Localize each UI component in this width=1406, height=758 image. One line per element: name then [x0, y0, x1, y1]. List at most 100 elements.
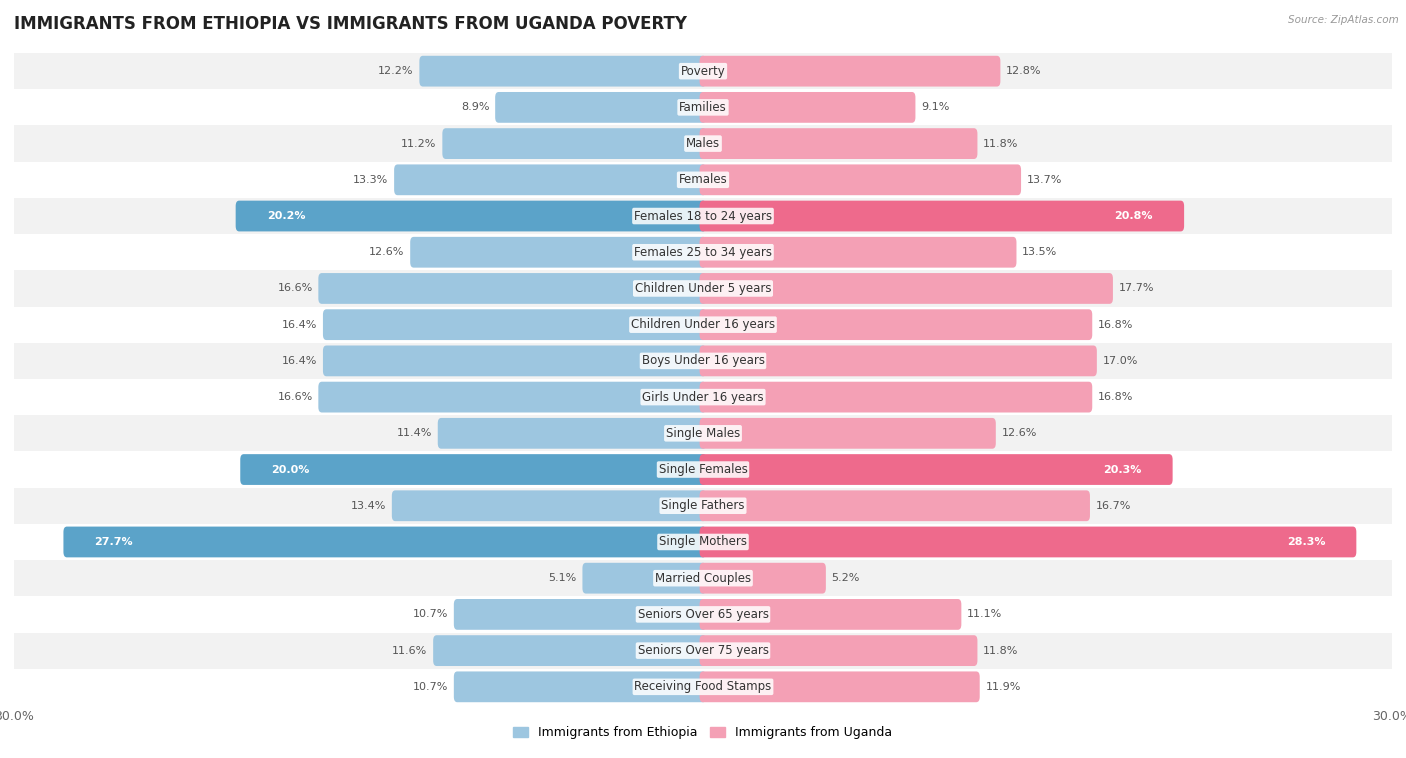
- FancyBboxPatch shape: [700, 346, 1097, 376]
- Text: 11.8%: 11.8%: [983, 139, 1018, 149]
- Text: 11.8%: 11.8%: [983, 646, 1018, 656]
- FancyBboxPatch shape: [700, 527, 1357, 557]
- Bar: [14, 234, 1392, 271]
- Text: 9.1%: 9.1%: [921, 102, 949, 112]
- Text: Source: ZipAtlas.com: Source: ZipAtlas.com: [1288, 15, 1399, 25]
- Text: 5.1%: 5.1%: [548, 573, 576, 583]
- FancyBboxPatch shape: [700, 599, 962, 630]
- Text: 12.8%: 12.8%: [1007, 66, 1042, 76]
- Text: 17.0%: 17.0%: [1102, 356, 1137, 366]
- FancyBboxPatch shape: [700, 56, 1001, 86]
- Text: 16.8%: 16.8%: [1098, 392, 1133, 402]
- Bar: [14, 524, 1392, 560]
- Text: 16.6%: 16.6%: [277, 392, 312, 402]
- Text: 20.8%: 20.8%: [1115, 211, 1153, 221]
- Bar: [14, 126, 1392, 161]
- FancyBboxPatch shape: [318, 382, 706, 412]
- Text: 13.7%: 13.7%: [1026, 175, 1062, 185]
- Bar: [14, 379, 1392, 415]
- Text: Single Females: Single Females: [658, 463, 748, 476]
- Text: 10.7%: 10.7%: [413, 609, 449, 619]
- FancyBboxPatch shape: [700, 635, 977, 666]
- Text: Married Couples: Married Couples: [655, 572, 751, 584]
- Text: Females 25 to 34 years: Females 25 to 34 years: [634, 246, 772, 258]
- Bar: [14, 306, 1392, 343]
- Text: 12.6%: 12.6%: [370, 247, 405, 257]
- FancyBboxPatch shape: [411, 236, 706, 268]
- FancyBboxPatch shape: [700, 128, 977, 159]
- Bar: [14, 89, 1392, 126]
- Text: 11.1%: 11.1%: [967, 609, 1002, 619]
- Text: 13.5%: 13.5%: [1022, 247, 1057, 257]
- Text: Females: Females: [679, 174, 727, 186]
- Text: 5.2%: 5.2%: [831, 573, 860, 583]
- FancyBboxPatch shape: [495, 92, 706, 123]
- Bar: [14, 597, 1392, 632]
- FancyBboxPatch shape: [454, 672, 706, 702]
- FancyBboxPatch shape: [454, 599, 706, 630]
- Text: 10.7%: 10.7%: [413, 682, 449, 692]
- Text: Males: Males: [686, 137, 720, 150]
- Bar: [14, 632, 1392, 669]
- Bar: [14, 343, 1392, 379]
- FancyBboxPatch shape: [323, 346, 706, 376]
- Bar: [14, 271, 1392, 306]
- FancyBboxPatch shape: [700, 236, 1017, 268]
- Text: Females 18 to 24 years: Females 18 to 24 years: [634, 209, 772, 223]
- FancyBboxPatch shape: [700, 309, 1092, 340]
- Bar: [14, 560, 1392, 597]
- Text: 16.7%: 16.7%: [1095, 501, 1130, 511]
- Text: 16.4%: 16.4%: [281, 356, 318, 366]
- FancyBboxPatch shape: [419, 56, 706, 86]
- FancyBboxPatch shape: [700, 490, 1090, 522]
- FancyBboxPatch shape: [700, 454, 1173, 485]
- FancyBboxPatch shape: [700, 382, 1092, 412]
- Bar: [14, 669, 1392, 705]
- Text: Seniors Over 75 years: Seniors Over 75 years: [637, 644, 769, 657]
- Text: 17.7%: 17.7%: [1119, 283, 1154, 293]
- FancyBboxPatch shape: [700, 164, 1021, 196]
- Text: 11.4%: 11.4%: [396, 428, 432, 438]
- Text: 11.9%: 11.9%: [986, 682, 1021, 692]
- Text: 20.3%: 20.3%: [1104, 465, 1142, 475]
- FancyBboxPatch shape: [700, 672, 980, 702]
- Text: Single Fathers: Single Fathers: [661, 500, 745, 512]
- Bar: [14, 198, 1392, 234]
- Text: 12.2%: 12.2%: [378, 66, 413, 76]
- Text: 8.9%: 8.9%: [461, 102, 489, 112]
- FancyBboxPatch shape: [240, 454, 706, 485]
- FancyBboxPatch shape: [582, 562, 706, 594]
- Text: 11.2%: 11.2%: [401, 139, 437, 149]
- FancyBboxPatch shape: [700, 201, 1184, 231]
- Text: 16.4%: 16.4%: [281, 320, 318, 330]
- Text: Children Under 5 years: Children Under 5 years: [634, 282, 772, 295]
- Text: Receiving Food Stamps: Receiving Food Stamps: [634, 681, 772, 694]
- Bar: [14, 415, 1392, 452]
- FancyBboxPatch shape: [443, 128, 706, 159]
- Legend: Immigrants from Ethiopia, Immigrants from Uganda: Immigrants from Ethiopia, Immigrants fro…: [509, 722, 897, 744]
- Bar: [14, 161, 1392, 198]
- Text: 13.3%: 13.3%: [353, 175, 388, 185]
- Text: Boys Under 16 years: Boys Under 16 years: [641, 355, 765, 368]
- FancyBboxPatch shape: [700, 92, 915, 123]
- Text: 12.6%: 12.6%: [1001, 428, 1036, 438]
- Text: 27.7%: 27.7%: [94, 537, 134, 547]
- FancyBboxPatch shape: [433, 635, 706, 666]
- FancyBboxPatch shape: [323, 309, 706, 340]
- Bar: [14, 487, 1392, 524]
- Text: 11.6%: 11.6%: [392, 646, 427, 656]
- Text: 28.3%: 28.3%: [1286, 537, 1326, 547]
- FancyBboxPatch shape: [394, 164, 706, 196]
- Bar: [14, 452, 1392, 487]
- FancyBboxPatch shape: [700, 418, 995, 449]
- FancyBboxPatch shape: [437, 418, 706, 449]
- Text: 16.6%: 16.6%: [277, 283, 312, 293]
- Text: 20.2%: 20.2%: [267, 211, 305, 221]
- FancyBboxPatch shape: [236, 201, 706, 231]
- Text: 16.8%: 16.8%: [1098, 320, 1133, 330]
- Text: Seniors Over 65 years: Seniors Over 65 years: [637, 608, 769, 621]
- Text: 13.4%: 13.4%: [350, 501, 387, 511]
- FancyBboxPatch shape: [63, 527, 706, 557]
- Text: 20.0%: 20.0%: [271, 465, 309, 475]
- Bar: [14, 53, 1392, 89]
